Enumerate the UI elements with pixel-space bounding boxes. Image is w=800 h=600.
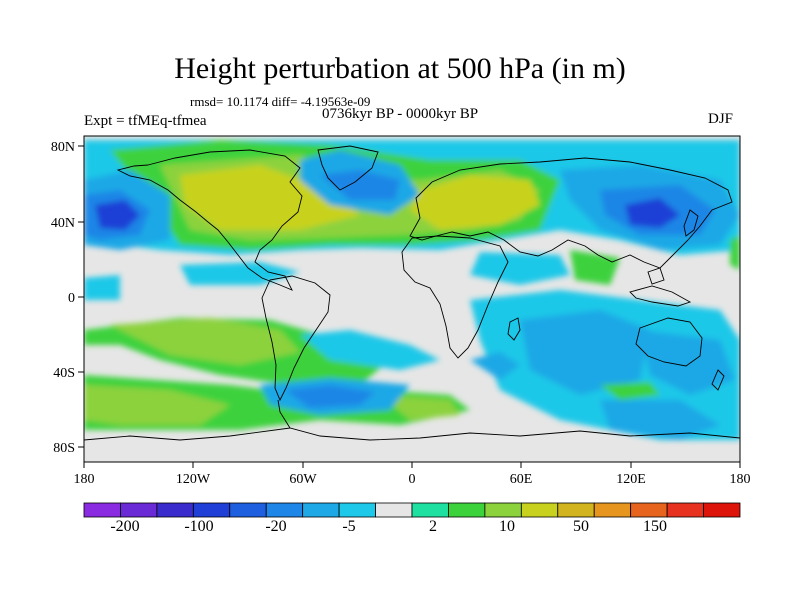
field-region (520, 310, 650, 395)
colorbar-label: -5 (342, 518, 355, 535)
field-region (570, 250, 620, 285)
lat-label-0: 0 (68, 291, 75, 306)
colorbar-swatch (666, 502, 704, 518)
field-region (470, 252, 570, 285)
longitude-axis: 180 120W 60W 0 60E 120E 180 (74, 462, 751, 487)
field-region (95, 200, 140, 230)
lon-label-180E: 180 (730, 472, 751, 487)
lon-label-60E: 60E (510, 472, 533, 487)
colorbar-swatch (265, 502, 304, 518)
colorbar-label: 150 (643, 518, 667, 535)
field-region (380, 395, 460, 420)
coastline-maritime-continent (629, 267, 692, 307)
lon-label-120W: 120W (176, 472, 211, 487)
field-region (470, 352, 520, 380)
field-region (410, 175, 540, 230)
field-region (625, 198, 680, 228)
lat-label-40N: 40N (51, 216, 75, 231)
colorbar-swatch (557, 502, 595, 518)
lon-label-120E: 120E (616, 472, 646, 487)
coastlines (84, 145, 740, 441)
latitude-axis: 80N 40N 0 40S 80S (51, 140, 84, 456)
lon-label-180W: 180 (74, 472, 95, 487)
colorbar-swatch (83, 502, 121, 518)
lon-label-0: 0 (409, 472, 416, 487)
field-region (320, 170, 400, 200)
colorbar-swatch (703, 502, 741, 518)
colorbar-swatch (448, 502, 486, 518)
colorbar-swatch (411, 502, 449, 518)
colorbar-swatch (156, 502, 194, 518)
colorbar-label: 50 (573, 518, 589, 535)
colorbar-swatch (484, 502, 522, 518)
season-label: DJF (708, 111, 734, 127)
coastline-new-zealand (711, 369, 725, 391)
coastline-eurasia (409, 157, 733, 269)
field-region (285, 385, 375, 408)
period-label: 0736kyr BP - 0000kyr BP (322, 106, 479, 122)
height-perturbation-field (84, 136, 740, 462)
coastline-madagascar (507, 317, 521, 341)
lon-label-60W: 60W (289, 472, 317, 487)
field-region (730, 235, 740, 270)
lat-label-40S: 40S (53, 366, 75, 381)
coastline-antarctic-peninsula (277, 399, 291, 429)
colorbar-swatch (229, 502, 267, 518)
coastline-greenland (317, 145, 379, 191)
colorbar-swatch (593, 502, 632, 518)
field-region (180, 262, 300, 285)
map-title: Height perturbation at 500 hPa (in m) (174, 52, 626, 85)
field-region (110, 318, 300, 365)
colorbar-swatch (375, 502, 413, 518)
colorbar (83, 502, 741, 518)
field-region (600, 400, 720, 440)
colorbar-label: -20 (265, 518, 286, 535)
lat-label-80S: 80S (53, 441, 75, 456)
field-region (300, 330, 440, 370)
colorbar-labels: -200 -100 -20 -5 2 10 50 150 (110, 518, 667, 535)
experiment-label: Expt = tfMEq-tfmea (84, 113, 207, 129)
lat-label-80N: 80N (51, 140, 75, 155)
colorbar-label: 10 (499, 518, 515, 535)
rmsd-diff-stats: rmsd= 10.1174 diff= -4.19563e-09 (190, 94, 371, 109)
coastline-antarctica (84, 427, 740, 441)
field-region (84, 385, 230, 425)
coastline-australia (635, 317, 703, 367)
field-region (640, 330, 735, 395)
colorbar-swatch (192, 502, 231, 518)
colorbar-swatch (338, 502, 376, 518)
colorbar-swatch (120, 502, 158, 518)
field-region (84, 275, 120, 300)
coastline-south-america (261, 275, 331, 402)
colorbar-label: -100 (184, 518, 213, 535)
colorbar-swatch (520, 502, 559, 518)
coastline-africa (401, 235, 509, 359)
colorbar-label: -200 (110, 518, 139, 535)
field-region (600, 382, 660, 400)
colorbar-label: 2 (429, 518, 437, 535)
colorbar-swatch (302, 502, 340, 518)
coastline-north-america (116, 149, 303, 291)
colorbar-swatch (630, 502, 668, 518)
coastline-japan (683, 209, 699, 237)
field-region (180, 165, 360, 230)
